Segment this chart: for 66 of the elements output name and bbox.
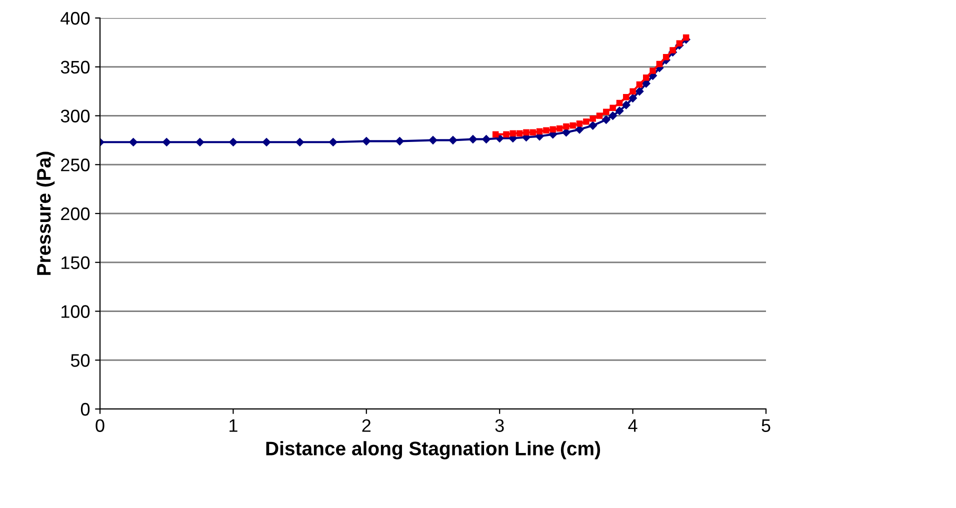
point — [615, 106, 624, 115]
point — [536, 128, 543, 135]
point — [468, 135, 478, 144]
point — [328, 138, 338, 146]
point — [602, 116, 610, 124]
point — [676, 40, 683, 47]
point — [503, 131, 510, 138]
point — [229, 138, 238, 146]
point — [129, 138, 138, 146]
point — [396, 137, 404, 146]
point — [682, 34, 690, 41]
point — [610, 104, 616, 112]
point — [492, 131, 499, 138]
point — [656, 60, 663, 68]
point — [570, 122, 576, 129]
point — [296, 138, 304, 146]
point — [563, 123, 570, 130]
point — [516, 130, 523, 136]
x-tick-label: 2 — [362, 419, 371, 432]
x-tick-label: 4 — [628, 419, 638, 432]
point — [636, 81, 643, 88]
point — [616, 100, 623, 106]
point — [530, 129, 536, 136]
point — [556, 125, 563, 132]
point — [583, 118, 590, 125]
x-axis-title: Distance along Stagnation Line (cm) — [266, 441, 600, 460]
point — [623, 94, 630, 100]
point — [196, 138, 204, 146]
point — [670, 47, 676, 54]
point — [590, 116, 596, 122]
point — [588, 121, 597, 130]
point — [642, 74, 650, 81]
x-tick-label: 3 — [495, 419, 504, 432]
point — [576, 120, 583, 127]
point — [662, 54, 670, 60]
point — [162, 138, 171, 146]
y-axis-title: Pressure (Pa) — [36, 152, 55, 275]
point — [608, 112, 617, 120]
point — [262, 138, 271, 146]
point — [650, 68, 656, 74]
point — [596, 112, 603, 119]
point — [543, 127, 550, 134]
y-tick-label: 150 — [62, 256, 90, 270]
y-tick-label: 100 — [62, 305, 90, 318]
y-tick-label: 300 — [60, 110, 90, 122]
y-tick-label: 0 — [80, 402, 90, 416]
y-tick-label: 400 — [60, 12, 90, 25]
point — [628, 94, 637, 102]
point — [523, 129, 530, 136]
point — [448, 136, 458, 144]
point — [428, 136, 438, 144]
point — [550, 126, 556, 133]
point — [630, 88, 636, 94]
point — [362, 137, 371, 146]
x-tick-label: 5 — [762, 419, 770, 432]
y-tick-label: 50 — [70, 354, 90, 367]
point — [510, 130, 516, 136]
x-tick-label: 1 — [230, 419, 238, 432]
x-tick-label: 0 — [96, 419, 104, 432]
point — [603, 108, 610, 115]
y-tick-label: 250 — [61, 158, 90, 172]
y-tick-label: 350 — [60, 60, 90, 74]
point — [622, 100, 630, 110]
point — [635, 87, 644, 96]
point — [482, 135, 490, 144]
y-tick-label: 200 — [61, 207, 90, 220]
